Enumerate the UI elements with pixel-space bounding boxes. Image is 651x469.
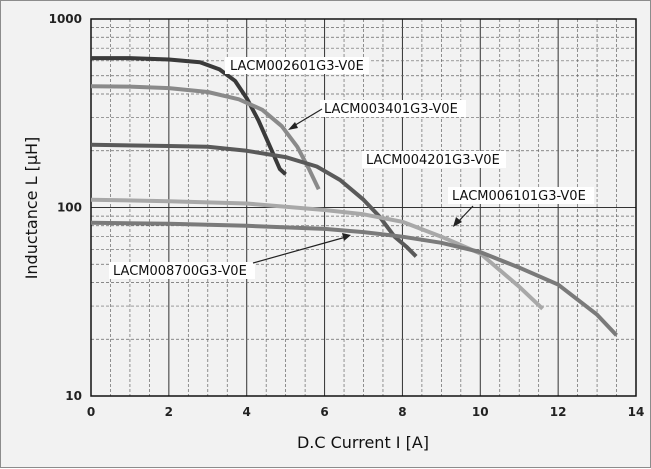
- series-line-lacm003401g3-v0e: [90, 84, 321, 191]
- series-label-lacm004201: LACM004201G3-V0E: [366, 153, 500, 168]
- arrowhead-lacm003401: [288, 122, 298, 130]
- annotation-lacm003401: LACM003401G3-V0E: [288, 100, 466, 130]
- annotation-lacm008700: LACM008700G3-V0E: [109, 233, 351, 279]
- x-tick-label: 2: [165, 405, 173, 419]
- series-label-lacm002601: LACM002601G3-V0E: [230, 59, 364, 74]
- tick-labels: 0 2 4 6 8 10 12 14 10 100 1000: [49, 12, 645, 419]
- x-tick-label: 0: [87, 405, 95, 419]
- y-tick-label: 10: [65, 389, 82, 403]
- y-tick-label: 1000: [49, 12, 82, 26]
- grid: [91, 19, 636, 396]
- leader-line-lacm003401: [291, 108, 323, 128]
- series-layer: [90, 56, 618, 337]
- plot-border: [90, 18, 637, 397]
- annotation-lacm004201: LACM004201G3-V0E: [362, 151, 506, 168]
- series-line-lacm006101g3-v0e: [90, 197, 544, 311]
- series-label-lacm003401: LACM003401G3-V0E: [324, 102, 458, 117]
- x-tick-label: 4: [243, 405, 251, 419]
- x-tick-label: 6: [320, 405, 328, 419]
- x-tick-label: 12: [550, 405, 567, 419]
- arrowhead-lacm008700: [342, 233, 351, 241]
- series-label-lacm008700: LACM008700G3-V0E: [113, 264, 247, 279]
- annotations: LACM002601G3-V0E LACM003401G3-V0E LACM00…: [109, 57, 594, 279]
- x-axis-title: D.C Current I [A]: [297, 433, 429, 452]
- series-line-lacm004201g3-v0e: [90, 142, 418, 258]
- arrowhead-lacm006101: [453, 217, 462, 227]
- annotation-lacm006101: LACM006101G3-V0E: [448, 187, 594, 227]
- y-axis-title: Inductance L [μH]: [22, 137, 41, 280]
- x-tick-label: 10: [472, 405, 489, 419]
- x-tick-label: 8: [398, 405, 406, 419]
- series-label-lacm006101: LACM006101G3-V0E: [452, 189, 586, 204]
- x-tick-label: 14: [628, 405, 645, 419]
- leader-line-lacm008700: [252, 236, 347, 264]
- series-line-lacm008700g3-v0e: [90, 220, 618, 337]
- annotation-lacm002601: LACM002601G3-V0E: [225, 57, 369, 74]
- y-tick-label: 100: [57, 201, 82, 215]
